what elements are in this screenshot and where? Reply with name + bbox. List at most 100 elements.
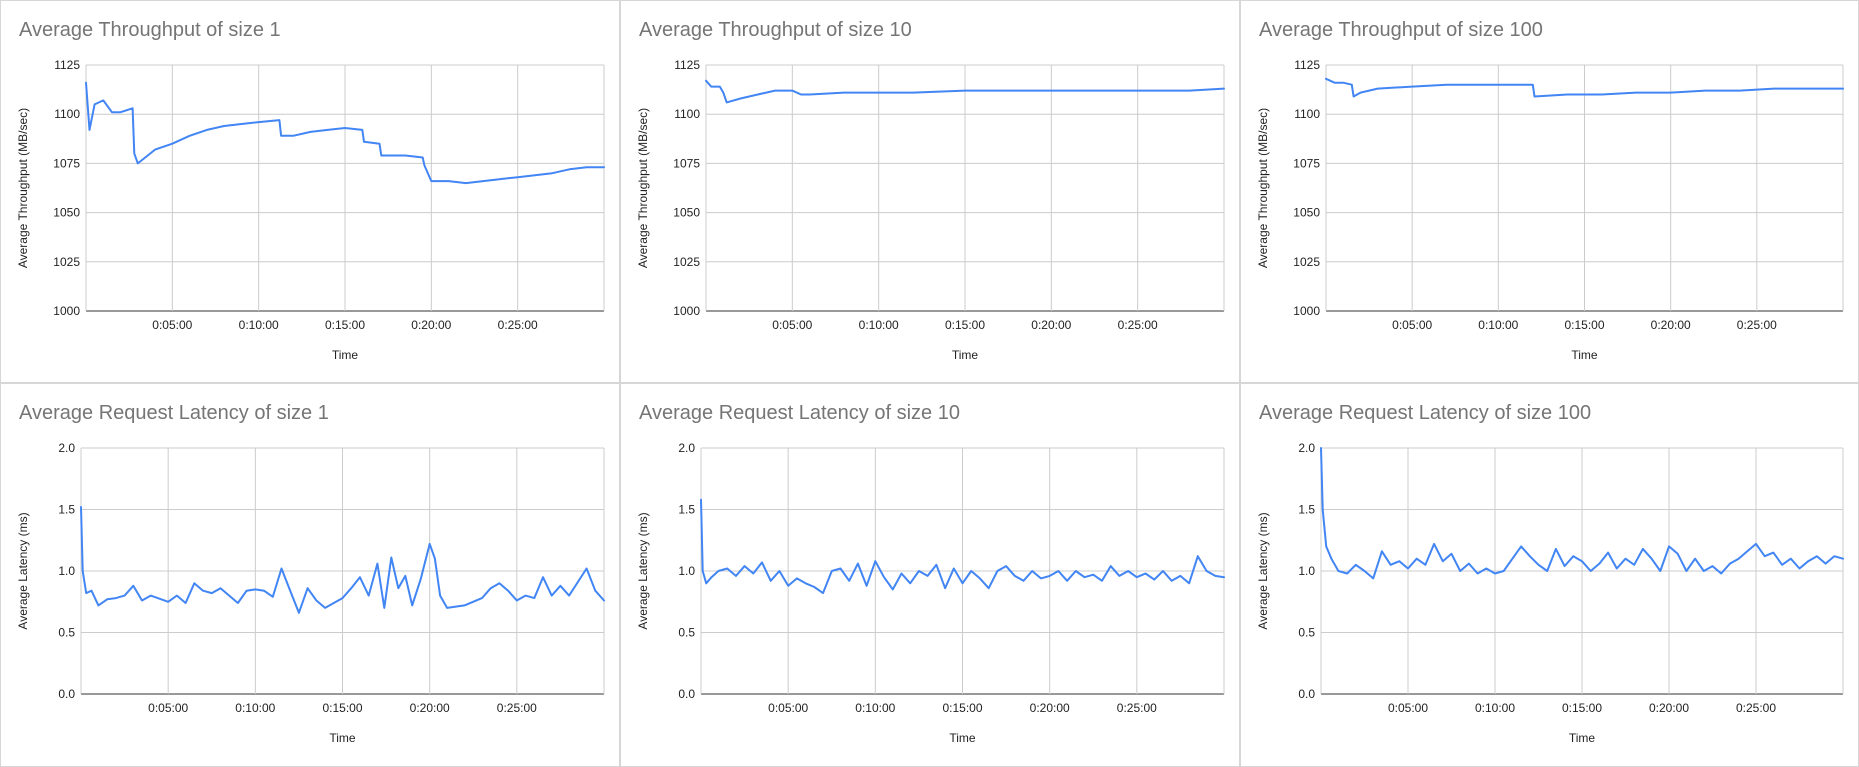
y-tick-label: 1050 xyxy=(673,206,700,220)
chart-svg: 1000 1025 1050 1075 1100 1125 0:05:00 0:10:00 0:… xyxy=(1256,58,1844,362)
series-line xyxy=(700,498,1225,595)
x-tick-label: 0:10:00 xyxy=(235,701,275,715)
y-axis-title: Average Throughput (MB/sec) xyxy=(636,108,650,268)
series-line xyxy=(1325,77,1844,98)
chart-title: Average Throughput of size 100 xyxy=(1259,19,1543,41)
chart-panel-latency-size-100: Average Request Latency of size 100 0.0 0… xyxy=(1240,383,1859,767)
x-tick-label: 0:20:00 xyxy=(1649,701,1689,715)
y-tick-label: 1125 xyxy=(674,58,700,72)
x-axis-title: Time xyxy=(332,348,359,362)
x-axis-title: Time xyxy=(1571,348,1598,362)
y-tick-label: 1.0 xyxy=(58,564,75,578)
x-axis-title: Time xyxy=(949,731,976,745)
x-tick-label: 0:15:00 xyxy=(322,701,362,715)
x-tick-label: 0:10:00 xyxy=(855,701,895,715)
chart-svg: 0.0 0.5 1.0 1.5 2.0 0:05:00 0:10:00 0:15:00 0:20… xyxy=(636,441,1225,745)
y-tick-label: 0.0 xyxy=(1298,687,1315,701)
x-axis-title: Time xyxy=(952,348,979,362)
chart-svg: 0.0 0.5 1.0 1.5 2.0 0:05:00 0:10:00 0:15:00 0:20… xyxy=(1256,441,1844,745)
chart-title: Average Throughput of size 10 xyxy=(639,19,912,41)
x-tick-label: 0:20:00 xyxy=(1031,318,1071,332)
chart-title: Average Request Latency of size 10 xyxy=(639,402,960,424)
y-tick-label: 1050 xyxy=(53,206,80,220)
y-tick-label: 0.5 xyxy=(1298,626,1315,640)
x-tick-label: 0:25:00 xyxy=(498,318,538,332)
x-tick-label: 0:20:00 xyxy=(410,701,450,715)
y-axis-title: Average Throughput (MB/sec) xyxy=(16,108,30,268)
y-tick-label: 1025 xyxy=(673,255,700,269)
chart-title: Average Request Latency of size 1 xyxy=(19,402,329,424)
y-tick-label: 1100 xyxy=(54,107,80,121)
y-tick-label: 1075 xyxy=(673,156,700,170)
chart-panel-throughput-size-1: Average Throughput of size 1 1000 1025 105… xyxy=(0,0,620,383)
y-tick-label: 1.5 xyxy=(58,503,75,517)
y-tick-label: 1.5 xyxy=(678,503,695,517)
y-tick-label: 2.0 xyxy=(678,441,695,455)
y-tick-label: 0.0 xyxy=(58,687,75,701)
series-line xyxy=(85,81,605,185)
x-tick-label: 0:25:00 xyxy=(497,701,537,715)
chart-svg: 0.0 0.5 1.0 1.5 2.0 0:05:00 0:10:00 0:15:00 0:20… xyxy=(16,441,605,745)
x-tick-label: 0:20:00 xyxy=(1651,318,1691,332)
x-tick-label: 0:25:00 xyxy=(1737,318,1777,332)
x-tick-label: 0:05:00 xyxy=(148,701,188,715)
x-tick-label: 0:15:00 xyxy=(325,318,365,332)
y-tick-label: 1000 xyxy=(53,304,80,318)
y-tick-label: 0.5 xyxy=(58,626,75,640)
x-tick-label: 0:10:00 xyxy=(859,318,899,332)
chart-svg: 1000 1025 1050 1075 1100 1125 0:05:00 0:10:00 0:… xyxy=(16,58,605,362)
y-tick-label: 2.0 xyxy=(1298,441,1315,455)
y-axis-title: Average Latency (ms) xyxy=(16,512,30,629)
y-axis-title: Average Latency (ms) xyxy=(1256,512,1270,629)
y-tick-label: 1.0 xyxy=(1298,564,1315,578)
y-tick-label: 1100 xyxy=(674,107,700,121)
x-tick-label: 0:20:00 xyxy=(411,318,451,332)
x-axis-title: Time xyxy=(1569,731,1596,745)
x-tick-label: 0:10:00 xyxy=(239,318,279,332)
x-tick-label: 0:05:00 xyxy=(1388,701,1428,715)
chart-panel-throughput-size-10: Average Throughput of size 10 1000 1025 10… xyxy=(620,0,1240,383)
x-axis-title: Time xyxy=(329,731,356,745)
y-tick-label: 1.0 xyxy=(678,564,695,578)
x-tick-label: 0:25:00 xyxy=(1117,701,1157,715)
x-tick-label: 0:05:00 xyxy=(772,318,812,332)
series-line xyxy=(80,506,605,614)
series-line xyxy=(705,79,1225,104)
y-tick-label: 1075 xyxy=(53,156,80,170)
y-tick-label: 1125 xyxy=(1294,58,1320,72)
chart-panel-latency-size-1: Average Request Latency of size 1 0.0 0.5… xyxy=(0,383,620,767)
y-tick-label: 1000 xyxy=(1293,304,1320,318)
y-tick-label: 1050 xyxy=(1293,206,1320,220)
series-line xyxy=(1320,447,1844,580)
x-tick-label: 0:05:00 xyxy=(768,701,808,715)
chart-panel-latency-size-10: Average Request Latency of size 10 0.0 0.… xyxy=(620,383,1240,767)
chart-svg: 1000 1025 1050 1075 1100 1125 0:05:00 0:10:00 0:… xyxy=(636,58,1225,362)
y-tick-label: 1000 xyxy=(673,304,700,318)
y-tick-label: 1075 xyxy=(1293,156,1320,170)
x-tick-label: 0:05:00 xyxy=(152,318,192,332)
x-tick-label: 0:15:00 xyxy=(1562,701,1602,715)
x-tick-label: 0:25:00 xyxy=(1736,701,1776,715)
y-axis-title: Average Throughput (MB/sec) xyxy=(1256,108,1270,268)
y-tick-label: 0.0 xyxy=(678,687,695,701)
x-tick-label: 0:15:00 xyxy=(942,701,982,715)
x-tick-label: 0:15:00 xyxy=(1564,318,1604,332)
x-tick-label: 0:20:00 xyxy=(1030,701,1070,715)
y-tick-label: 1025 xyxy=(53,255,80,269)
chart-title: Average Request Latency of size 100 xyxy=(1259,402,1592,424)
x-tick-label: 0:05:00 xyxy=(1392,318,1432,332)
y-tick-label: 1.5 xyxy=(1298,503,1315,517)
x-tick-label: 0:25:00 xyxy=(1118,318,1158,332)
chart-title: Average Throughput of size 1 xyxy=(19,19,281,41)
x-tick-label: 0:10:00 xyxy=(1478,318,1518,332)
chart-panel-throughput-size-100: Average Throughput of size 100 1000 1025 1… xyxy=(1240,0,1859,383)
y-tick-label: 1100 xyxy=(1294,107,1320,121)
y-axis-title: Average Latency (ms) xyxy=(636,512,650,629)
y-tick-label: 2.0 xyxy=(58,441,75,455)
y-tick-label: 0.5 xyxy=(678,626,695,640)
y-tick-label: 1025 xyxy=(1293,255,1320,269)
x-tick-label: 0:10:00 xyxy=(1475,701,1515,715)
x-tick-label: 0:15:00 xyxy=(945,318,985,332)
y-tick-label: 1125 xyxy=(54,58,80,72)
